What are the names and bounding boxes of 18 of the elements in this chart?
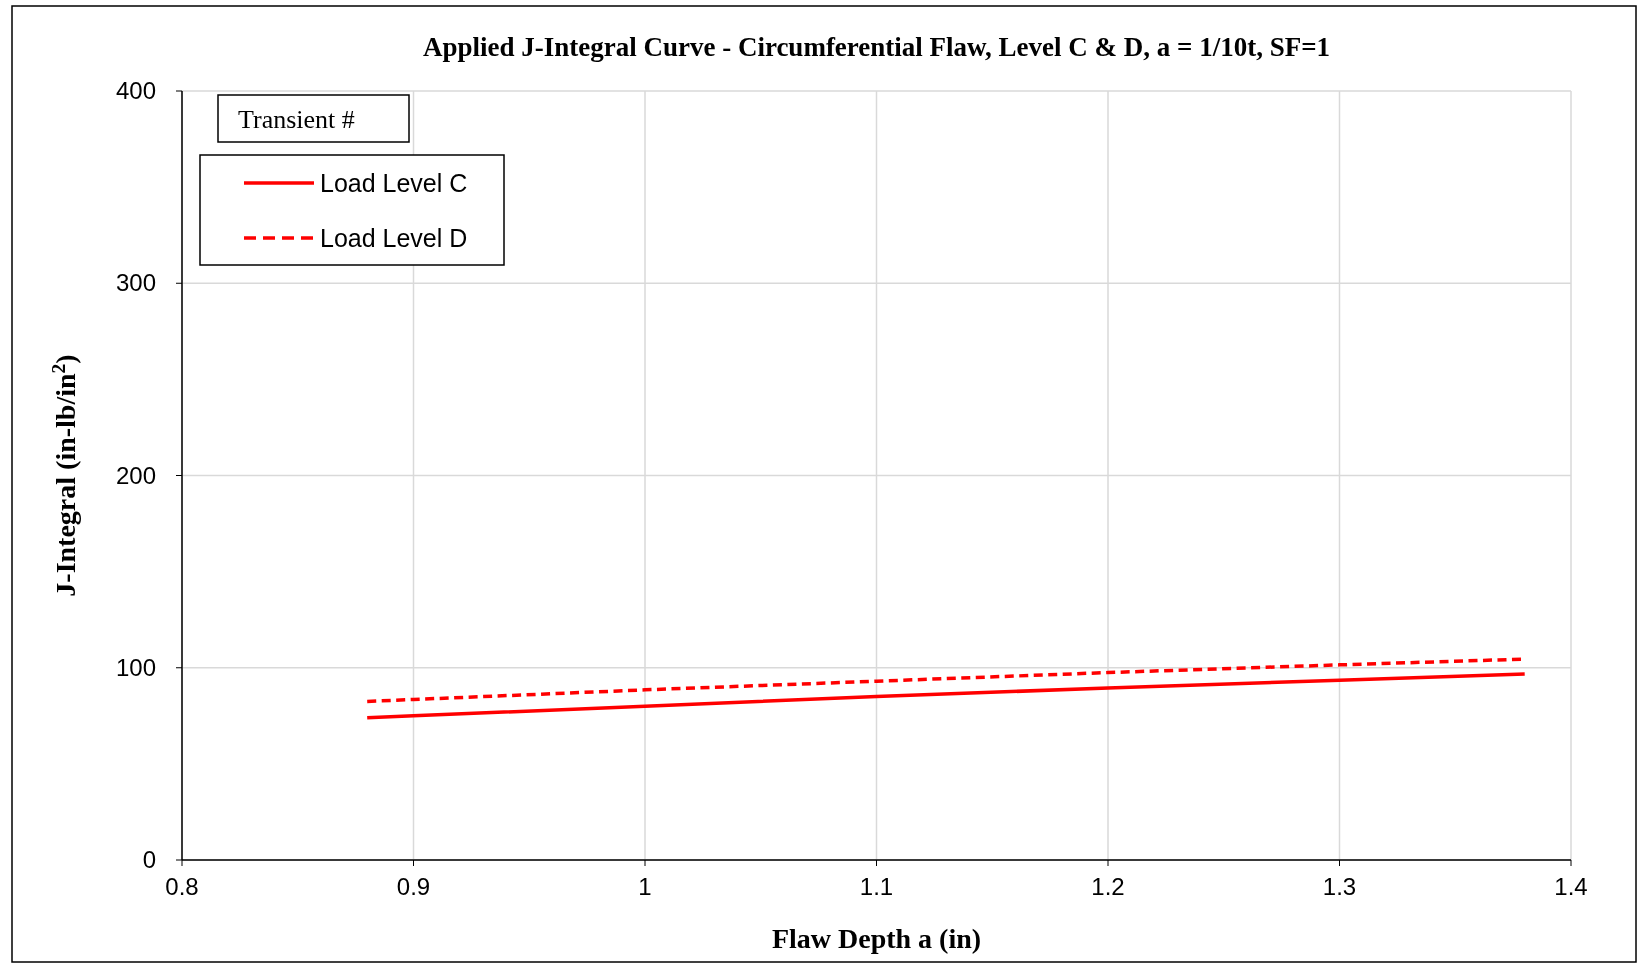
y-tick-label: 0 bbox=[142, 846, 156, 873]
legend-label: Load Level C bbox=[320, 169, 468, 197]
x-tick-label: 0.8 bbox=[165, 873, 199, 900]
y-tick-label: 300 bbox=[115, 269, 156, 297]
x-tick-label: 1.2 bbox=[1091, 873, 1125, 900]
legend-title: Transient # bbox=[238, 105, 355, 134]
x-tick-label: 1.3 bbox=[1322, 873, 1357, 900]
x-tick-label: 0.9 bbox=[396, 873, 431, 900]
y-tick-label: 200 bbox=[115, 461, 156, 489]
line-series bbox=[365, 672, 1527, 720]
x-tick-label: 1.1 bbox=[859, 873, 894, 900]
x-tick-label: 1 bbox=[638, 873, 652, 900]
legend-label: Load Level D bbox=[320, 224, 468, 252]
x-axis-title: Flaw Depth a (in) bbox=[771, 923, 982, 954]
y-tick-label: 100 bbox=[115, 653, 156, 681]
chart-title: Applied J-Integral Curve - Circumferential Flaw, Level C & D, a = 1/10t, SF=1 bbox=[422, 32, 1331, 62]
x-tick-label: 1.4 bbox=[1554, 873, 1588, 900]
y-tick-label: 400 bbox=[115, 77, 156, 104]
